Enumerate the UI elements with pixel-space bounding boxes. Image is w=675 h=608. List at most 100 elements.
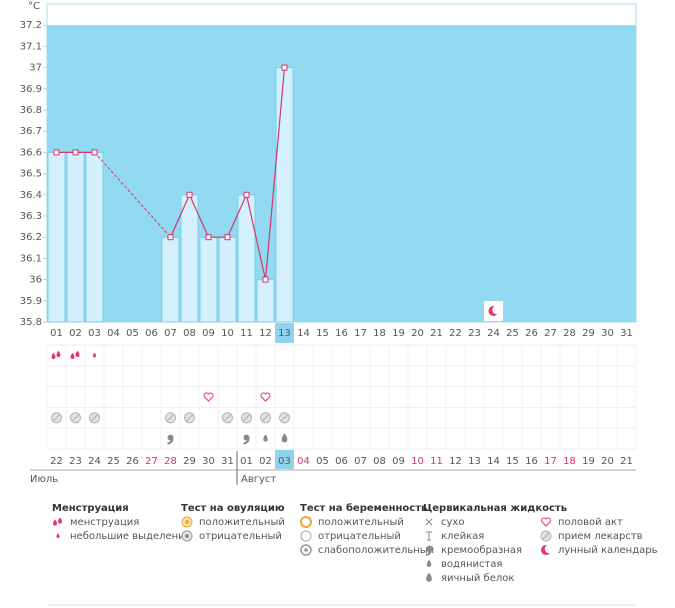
pill-line [542, 532, 550, 540]
icon-creamy [243, 434, 250, 445]
legend-title: Менструация [52, 503, 129, 514]
legend-item: сухо [441, 517, 464, 528]
pill-line [224, 414, 231, 422]
legend-item: положительный [199, 517, 285, 528]
icon-ov_pos [181, 516, 193, 528]
day-label: 15 [316, 328, 329, 339]
y-tick-label: 36.7 [20, 126, 42, 137]
day-label: 03 [88, 328, 101, 339]
icon-medication [51, 412, 62, 424]
moon-shadow [492, 305, 501, 315]
day-label: 02 [69, 328, 82, 339]
drop [263, 434, 268, 442]
cycle-day-label: 06 [335, 456, 348, 467]
legend-item: слабоположительный [318, 545, 434, 556]
icon-intercourse [203, 392, 214, 402]
icon-egg_white [426, 572, 432, 582]
test [300, 516, 312, 528]
temperature-point [262, 276, 269, 283]
icon-creamy [167, 434, 174, 445]
pill-line [53, 414, 60, 422]
icon-watery [426, 559, 432, 567]
legend-item: лунный календарь [558, 545, 658, 556]
temperature-point [167, 234, 174, 241]
day-label: 12 [259, 328, 272, 339]
day-label: 05 [126, 328, 139, 339]
cycle-day-label: 15 [506, 456, 519, 467]
y-tick-label: 36.6 [20, 147, 42, 158]
drop [426, 559, 432, 567]
pill-line [72, 414, 79, 422]
icon-egg_white [281, 433, 288, 443]
drop [281, 433, 288, 443]
icon-sticky [426, 531, 432, 541]
legend-item: кремообразная [441, 545, 522, 556]
icon-pr_pos [300, 516, 312, 528]
cycle-day-label: 01 [240, 456, 253, 467]
day-label: 29 [582, 328, 595, 339]
legend-title: Цервикальная жидкость [423, 503, 567, 514]
heart [541, 517, 551, 527]
cycle-day-label: 23 [69, 456, 82, 467]
cycle-day-label: 29 [183, 456, 196, 467]
drop [426, 572, 432, 582]
y-tick-label: 36.3 [20, 211, 42, 222]
heart [203, 392, 214, 402]
creamy-tail [425, 549, 432, 556]
day-label: 16 [335, 328, 348, 339]
month-label: Июль [30, 474, 58, 485]
icon-medication [222, 412, 233, 424]
y-tick-label: 36.8 [20, 105, 42, 116]
cycle-day-label: 21 [620, 456, 633, 467]
sticky-mark [426, 531, 432, 541]
icon-intercourse [541, 517, 551, 527]
cycle-day-label: 30 [202, 456, 215, 467]
cycle-day-label: 20 [601, 456, 614, 467]
today-highlight [275, 323, 294, 343]
day-label: 27 [544, 328, 557, 339]
temperature-bar [199, 236, 218, 323]
test-dot [304, 548, 308, 552]
drop [58, 517, 62, 524]
pill-line [262, 414, 269, 422]
day-label: 11 [240, 328, 253, 339]
legend-item: небольшие выделения [70, 531, 191, 542]
y-tick-label: 36 [29, 275, 42, 286]
legend-item: прием лекарств [558, 531, 643, 542]
drop [70, 352, 75, 359]
y-tick-label: 37 [29, 63, 42, 74]
icon-creamy [425, 546, 432, 556]
y-tick-label: 36.1 [20, 253, 42, 264]
pill-line [167, 414, 174, 422]
y-tick-label: 36.4 [20, 190, 42, 201]
cycle-day-label: 12 [449, 456, 462, 467]
icon-menstruation [51, 350, 61, 359]
day-label: 10 [221, 328, 234, 339]
dry-mark [425, 518, 433, 526]
day-label: 07 [164, 328, 177, 339]
unit-label: °C [28, 1, 40, 12]
icon-pr_neg [300, 530, 312, 542]
day-label: 26 [525, 328, 538, 339]
day-label: 23 [468, 328, 481, 339]
legend-item: яичный белок [441, 573, 514, 584]
pill-line [186, 414, 193, 422]
cycle-day-label: 31 [221, 456, 234, 467]
cycle-day-label: 17 [544, 456, 557, 467]
temperature-bar [180, 194, 199, 323]
temperature-bar [218, 236, 237, 323]
legend-item: положительный [318, 517, 404, 528]
day-label: 30 [601, 328, 614, 339]
icon-pr_weak [300, 544, 312, 556]
y-tick-label: 36.9 [20, 84, 42, 95]
cycle-day-label: 03 [278, 456, 291, 467]
day-label: 01 [50, 328, 63, 339]
cycle-day-label: 08 [373, 456, 386, 467]
pill-line [281, 414, 288, 422]
icon-lunar [541, 544, 554, 555]
legend-item: отрицательный [199, 531, 282, 542]
icon-medication [260, 412, 271, 424]
drop [75, 350, 80, 357]
temperature-point [205, 234, 212, 241]
icon-medication [540, 530, 552, 542]
